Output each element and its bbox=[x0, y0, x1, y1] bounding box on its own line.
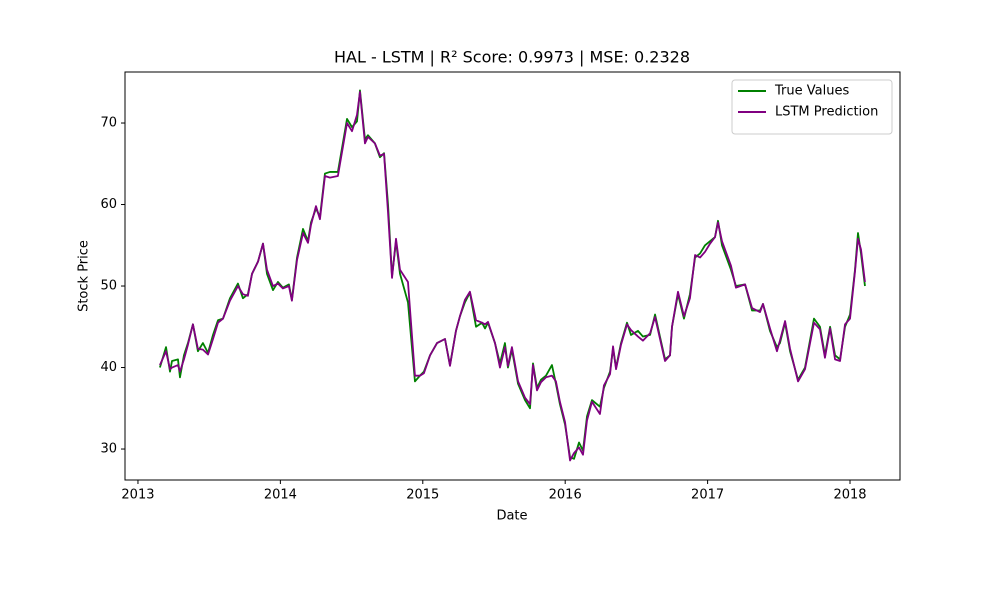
x-tick-label: 2014 bbox=[264, 488, 297, 503]
x-tick-label: 2018 bbox=[833, 488, 866, 503]
plot-frame bbox=[124, 71, 901, 481]
y-tick-label: 50 bbox=[100, 279, 117, 294]
series-line bbox=[159, 91, 866, 462]
y-tick-label: 70 bbox=[100, 116, 117, 131]
legend-box bbox=[731, 79, 893, 135]
y-tick-label: 40 bbox=[100, 360, 117, 375]
x-axis-label: Date bbox=[496, 509, 527, 524]
y-tick-label: 30 bbox=[100, 442, 117, 457]
x-tick-label: 2017 bbox=[691, 488, 724, 503]
legend-label: LSTM Prediction bbox=[775, 105, 878, 120]
x-tick-label: 2013 bbox=[121, 488, 154, 503]
y-axis-label: Stock Price bbox=[77, 240, 92, 312]
legend-label: True Values bbox=[774, 84, 849, 99]
chart-title: HAL - LSTM | R² Score: 0.9973 | MSE: 0.2… bbox=[334, 48, 690, 67]
x-tick-label: 2015 bbox=[406, 488, 439, 503]
x-tick-label: 2016 bbox=[549, 488, 582, 503]
y-tick-label: 60 bbox=[100, 197, 117, 212]
